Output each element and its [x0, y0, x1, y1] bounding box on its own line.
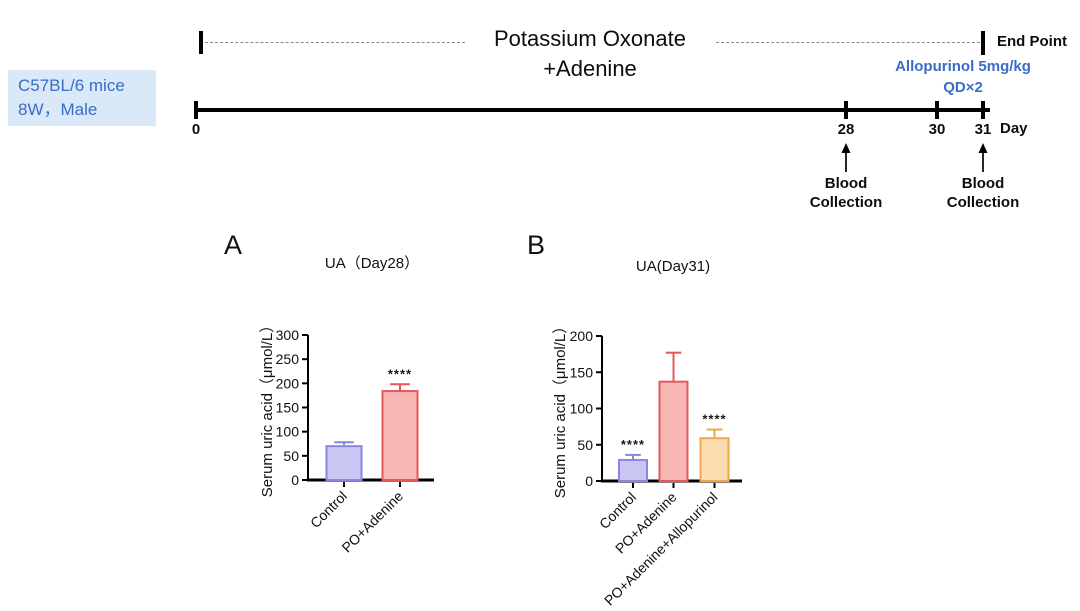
significance-stars: **** [702, 412, 726, 427]
bar [658, 380, 689, 482]
panel-label-b: B [527, 230, 546, 260]
allopurinol-schedule-label: QD×2 [943, 79, 983, 96]
y-tick-label: 0 [585, 473, 593, 489]
y-axis-label: Serum uric acid（μmol/L） [259, 318, 276, 498]
blood-collection-label-day31: Blood Collection [918, 174, 1048, 212]
y-tick-label: 150 [570, 364, 594, 380]
timeline-tick-day30 [935, 101, 939, 119]
bar [618, 458, 648, 483]
treatment-label-line2: +Adenine [543, 56, 637, 81]
blood-collection-line1: Blood [961, 175, 1005, 192]
bracket-end-tick [981, 31, 985, 55]
arrow-up-icon [841, 143, 851, 172]
y-axis-label: Serum uric acid（μmol/L） [552, 319, 569, 499]
day-label-30: 30 [928, 121, 946, 138]
y-tick-label: 200 [570, 328, 594, 344]
y-tick-label: 300 [276, 327, 300, 343]
bar [699, 437, 730, 483]
treatment-dashed-line-right [716, 42, 980, 43]
x-category-label: Control [307, 488, 350, 531]
arrow-up-icon [978, 143, 988, 172]
y-tick-label: 150 [276, 400, 300, 416]
day-label-31: 31 [974, 121, 992, 138]
timeline-tick-day0 [194, 101, 198, 119]
allopurinol-dose-label: Allopurinol 5mg/kg [895, 58, 1031, 75]
y-tick-label: 100 [570, 401, 594, 417]
bar [381, 390, 419, 481]
y-tick-label: 50 [577, 437, 593, 453]
blood-collection-line1: Blood [824, 175, 868, 192]
chart-title-day28: UA（Day28） [324, 255, 420, 272]
end-point-label: End Point [997, 33, 1067, 50]
blood-collection-line2: Collection [946, 194, 1020, 211]
blood-collection-line2: Collection [809, 194, 883, 211]
significance-stars: **** [388, 366, 412, 381]
significance-stars: **** [621, 437, 645, 452]
subject-strain-label: C57BL/6 mice [18, 76, 125, 95]
treatment-label-line1: Potassium Oxonate [494, 26, 686, 51]
timeline-tick-day31 [981, 101, 985, 119]
y-tick-label: 0 [291, 472, 299, 488]
y-tick-label: 50 [283, 448, 299, 464]
treatment-dashed-line-left [205, 42, 465, 43]
day-label-0: 0 [191, 121, 201, 138]
chart-title-day31: UA(Day31) [635, 258, 711, 275]
blood-collection-label-day28: Blood Collection [781, 174, 911, 212]
panel-label-a: A [224, 230, 243, 260]
bar [325, 445, 363, 482]
treatment-label: Potassium Oxonate +Adenine [455, 24, 725, 84]
day-axis-label: Day [1000, 120, 1028, 137]
y-tick-label: 250 [276, 351, 300, 367]
bracket-start-tick [199, 31, 203, 54]
timeline-axis [196, 108, 990, 112]
timeline-tick-day28 [844, 101, 848, 119]
y-tick-label: 100 [276, 424, 300, 440]
y-tick-label: 200 [276, 375, 300, 391]
subject-age-sex-label: 8W，Male [18, 100, 98, 119]
day-label-28: 28 [837, 121, 855, 138]
subject-info-box: C57BL/6 mice 8W，Male [8, 70, 156, 126]
